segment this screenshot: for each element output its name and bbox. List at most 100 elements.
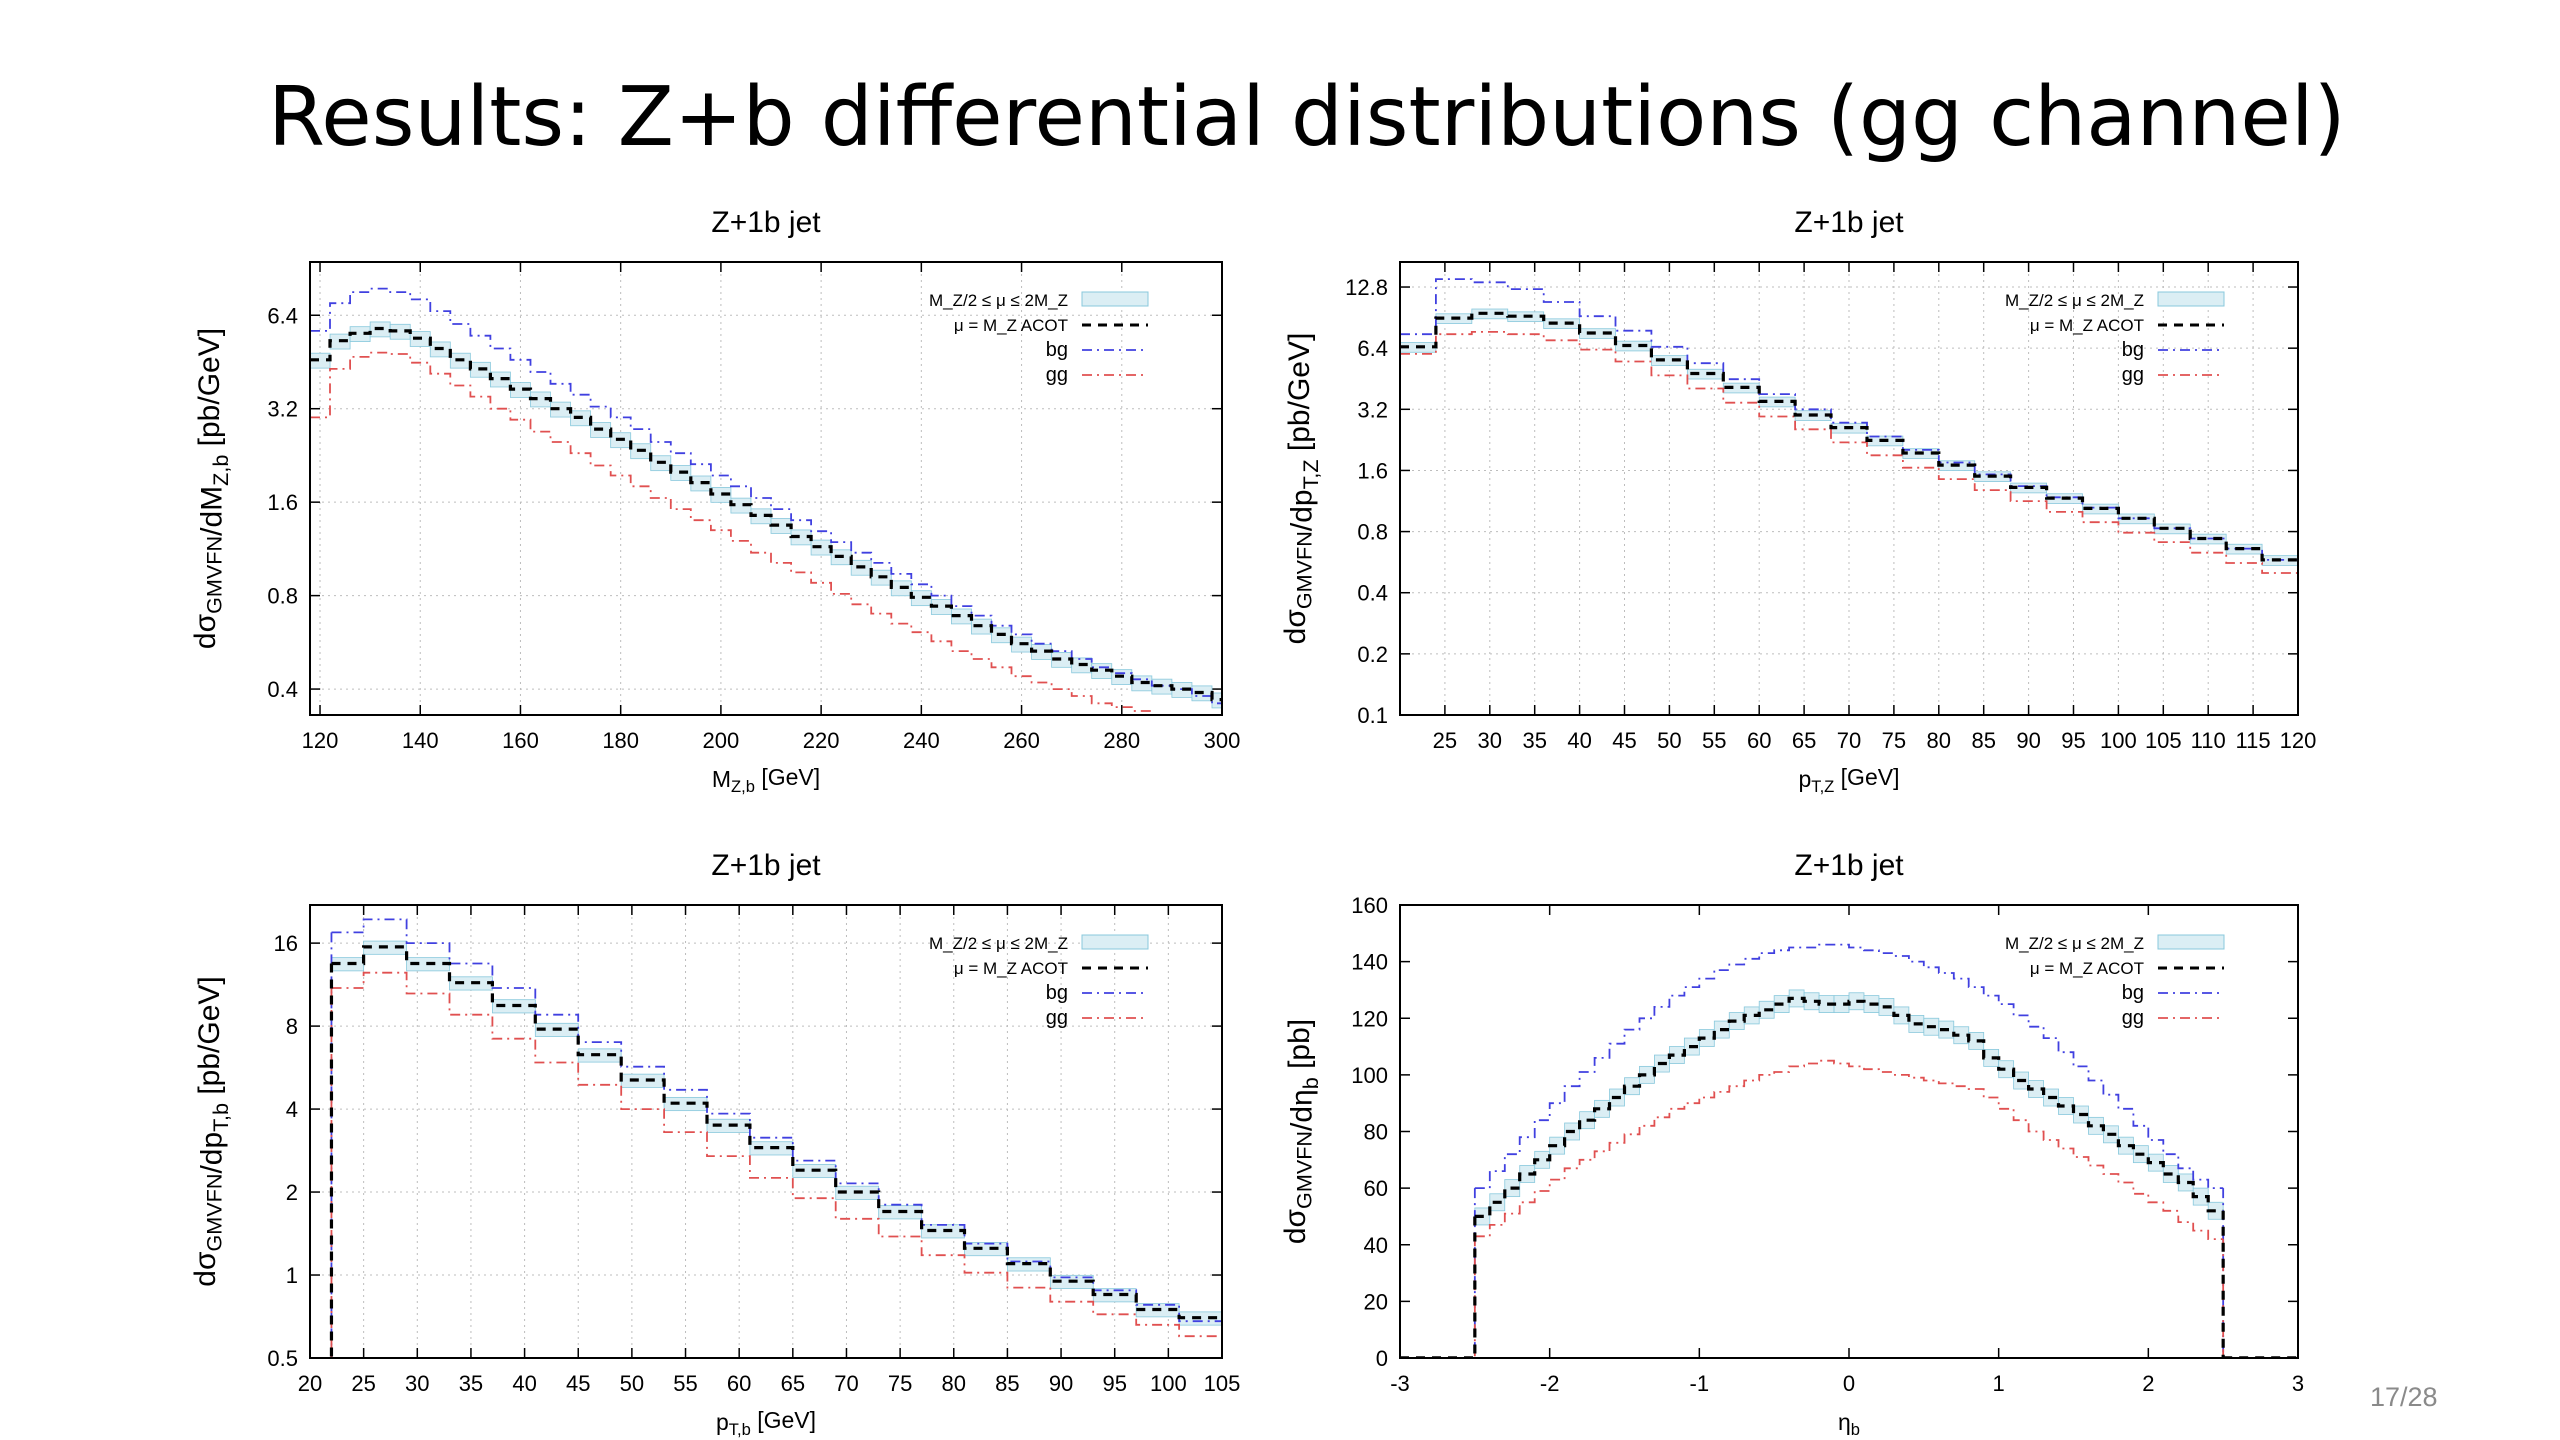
y-tick-label: 16 bbox=[274, 931, 298, 956]
y-tick-label: 0.4 bbox=[1357, 581, 1388, 606]
x-tick-label: 95 bbox=[1102, 1371, 1126, 1396]
x-tick-label: 90 bbox=[1049, 1371, 1073, 1396]
legend-swatch-band bbox=[1081, 934, 1149, 950]
series-line-gg bbox=[310, 351, 1173, 715]
y-tick-label: 0.4 bbox=[267, 677, 298, 702]
x-tick-label: 160 bbox=[502, 728, 539, 753]
plot-area bbox=[310, 287, 1222, 715]
y-tick-label: 0 bbox=[1376, 1346, 1388, 1371]
plot-frame bbox=[1399, 904, 2299, 1359]
y-tick-label: 40 bbox=[1364, 1233, 1388, 1258]
x-tick-label: 35 bbox=[459, 1371, 483, 1396]
legend-label-acot: μ = M_Z ACOT bbox=[954, 959, 1068, 978]
x-tick-label: 50 bbox=[620, 1371, 644, 1396]
x-tick-label: 65 bbox=[1792, 728, 1816, 753]
slide-title: Results: Z+b differential distributions … bbox=[268, 70, 2346, 165]
legend: M_Z/2 ≤ μ ≤ 2M_Z μ = M_Z ACOT bg gg bbox=[929, 291, 1149, 386]
x-tick-label: 280 bbox=[1103, 728, 1140, 753]
y-tick-label: 100 bbox=[1351, 1063, 1388, 1088]
x-tick-label: -2 bbox=[1540, 1371, 1560, 1396]
y-tick-label: 1.6 bbox=[1357, 458, 1388, 483]
x-tick-label: 45 bbox=[1612, 728, 1636, 753]
chart-panel-4: Z+1b jet -3 -2 -1 0 1 2 3 0 20 40 60 80 100 120 140 160 η… bbox=[1279, 849, 2304, 1439]
x-tick-label: 200 bbox=[703, 728, 740, 753]
series-line-gg bbox=[331, 971, 1222, 1338]
y-tick-label: 0.8 bbox=[267, 584, 298, 609]
legend-swatch-band bbox=[2157, 291, 2225, 307]
x-axis-label: pT,b [GeV] bbox=[716, 1407, 816, 1439]
x-tick-label: 260 bbox=[1003, 728, 1040, 753]
x-tick-label: 100 bbox=[2100, 728, 2137, 753]
x-tick-label: 110 bbox=[2191, 728, 2226, 753]
legend-label-bg: bg bbox=[2122, 339, 2144, 361]
series-line-acot bbox=[1474, 996, 2224, 1218]
scale-band-bin bbox=[663, 1096, 708, 1112]
y-tick-label: 6.4 bbox=[267, 303, 298, 328]
plot-frame bbox=[309, 261, 1223, 716]
x-tick-label: 60 bbox=[1747, 728, 1771, 753]
series-line-gg bbox=[1474, 1059, 2224, 1240]
x-tick-label: 85 bbox=[1971, 728, 1995, 753]
plot-frame bbox=[309, 904, 1223, 1359]
x-tick-label: 95 bbox=[2061, 728, 2085, 753]
x-tick-label: 35 bbox=[1522, 728, 1546, 753]
x-axis-label: ηb bbox=[1838, 1409, 1860, 1439]
legend: M_Z/2 ≤ μ ≤ 2M_Z μ = M_Z ACOT bg gg bbox=[2005, 934, 2225, 1029]
x-tick-label: 30 bbox=[1478, 728, 1502, 753]
legend-label-band: M_Z/2 ≤ μ ≤ 2M_Z bbox=[2005, 291, 2144, 310]
plot-frame bbox=[1399, 261, 2299, 716]
x-tick-label: 140 bbox=[402, 728, 439, 753]
x-tick-label: 70 bbox=[1837, 728, 1861, 753]
chart-panel-2: Z+1b jet 25 30 35 40 45 50 55 60 65 70 75 80 85 90 95 10… bbox=[1279, 206, 2316, 796]
x-tick-label: 240 bbox=[903, 728, 940, 753]
x-tick-label: 220 bbox=[803, 728, 840, 753]
x-tick-label: 30 bbox=[405, 1371, 429, 1396]
y-tick-label: 3.2 bbox=[1357, 397, 1388, 422]
y-axis-label: dσGMVFN/dMZ,b [pb/GeV] bbox=[189, 328, 233, 649]
x-tick-label: 0 bbox=[1843, 1371, 1855, 1396]
x-tick-label: 65 bbox=[781, 1371, 805, 1396]
y-axis-label: dσGMVFN/dpT,Z [pb/GeV] bbox=[1279, 333, 1323, 645]
y-tick-label: 1.6 bbox=[267, 490, 298, 515]
x-tick-label: 40 bbox=[1567, 728, 1591, 753]
legend-label-gg: gg bbox=[1046, 364, 1068, 386]
y-tick-label: 0.2 bbox=[1357, 642, 1388, 667]
x-tick-label: 90 bbox=[2016, 728, 2040, 753]
legend-label-band: M_Z/2 ≤ μ ≤ 2M_Z bbox=[929, 934, 1068, 953]
legend-label-gg: gg bbox=[2122, 364, 2144, 386]
x-tick-label: 55 bbox=[1702, 728, 1726, 753]
legend-label-band: M_Z/2 ≤ μ ≤ 2M_Z bbox=[2005, 934, 2144, 953]
x-tick-label: 20 bbox=[298, 1371, 322, 1396]
series-line-bg bbox=[1400, 278, 2298, 561]
x-tick-label: 25 bbox=[1433, 728, 1457, 753]
y-tick-label: 8 bbox=[286, 1014, 298, 1039]
x-tick-label: 45 bbox=[566, 1371, 590, 1396]
y-axis-label: dσGMVFN/dpT,b [pb/GeV] bbox=[189, 976, 233, 1286]
y-tick-label: 12.8 bbox=[1345, 275, 1388, 300]
y-tick-label: 4 bbox=[286, 1097, 298, 1122]
x-tick-label: 70 bbox=[834, 1371, 858, 1396]
legend-label-bg: bg bbox=[2122, 982, 2144, 1004]
x-axis-label: pT,Z [GeV] bbox=[1799, 764, 1900, 796]
y-tick-label: 120 bbox=[1351, 1006, 1388, 1031]
x-tick-label: 100 bbox=[1150, 1371, 1187, 1396]
x-tick-label: 105 bbox=[1204, 1371, 1241, 1396]
x-tick-label: 55 bbox=[673, 1371, 697, 1396]
y-tick-label: 0.5 bbox=[267, 1346, 298, 1371]
legend-label-bg: bg bbox=[1046, 982, 1068, 1004]
x-tick-label: 3 bbox=[2292, 1371, 2304, 1396]
x-tick-label: 85 bbox=[995, 1371, 1019, 1396]
y-tick-label: 3.2 bbox=[267, 397, 298, 422]
plot-area bbox=[1400, 278, 2298, 574]
page-number: 17/28 bbox=[2370, 1382, 2438, 1412]
y-tick-label: 20 bbox=[1364, 1289, 1388, 1314]
legend-swatch-band bbox=[2157, 934, 2225, 950]
y-tick-label: 140 bbox=[1351, 950, 1388, 975]
y-tick-label: 80 bbox=[1364, 1120, 1388, 1145]
chart-title: Z+1b jet bbox=[711, 206, 821, 239]
y-tick-label: 160 bbox=[1351, 893, 1388, 918]
x-tick-label: 40 bbox=[512, 1371, 536, 1396]
series-line-acot bbox=[310, 326, 1222, 702]
plot-area bbox=[329, 918, 1222, 1358]
legend-label-band: M_Z/2 ≤ μ ≤ 2M_Z bbox=[929, 291, 1068, 310]
